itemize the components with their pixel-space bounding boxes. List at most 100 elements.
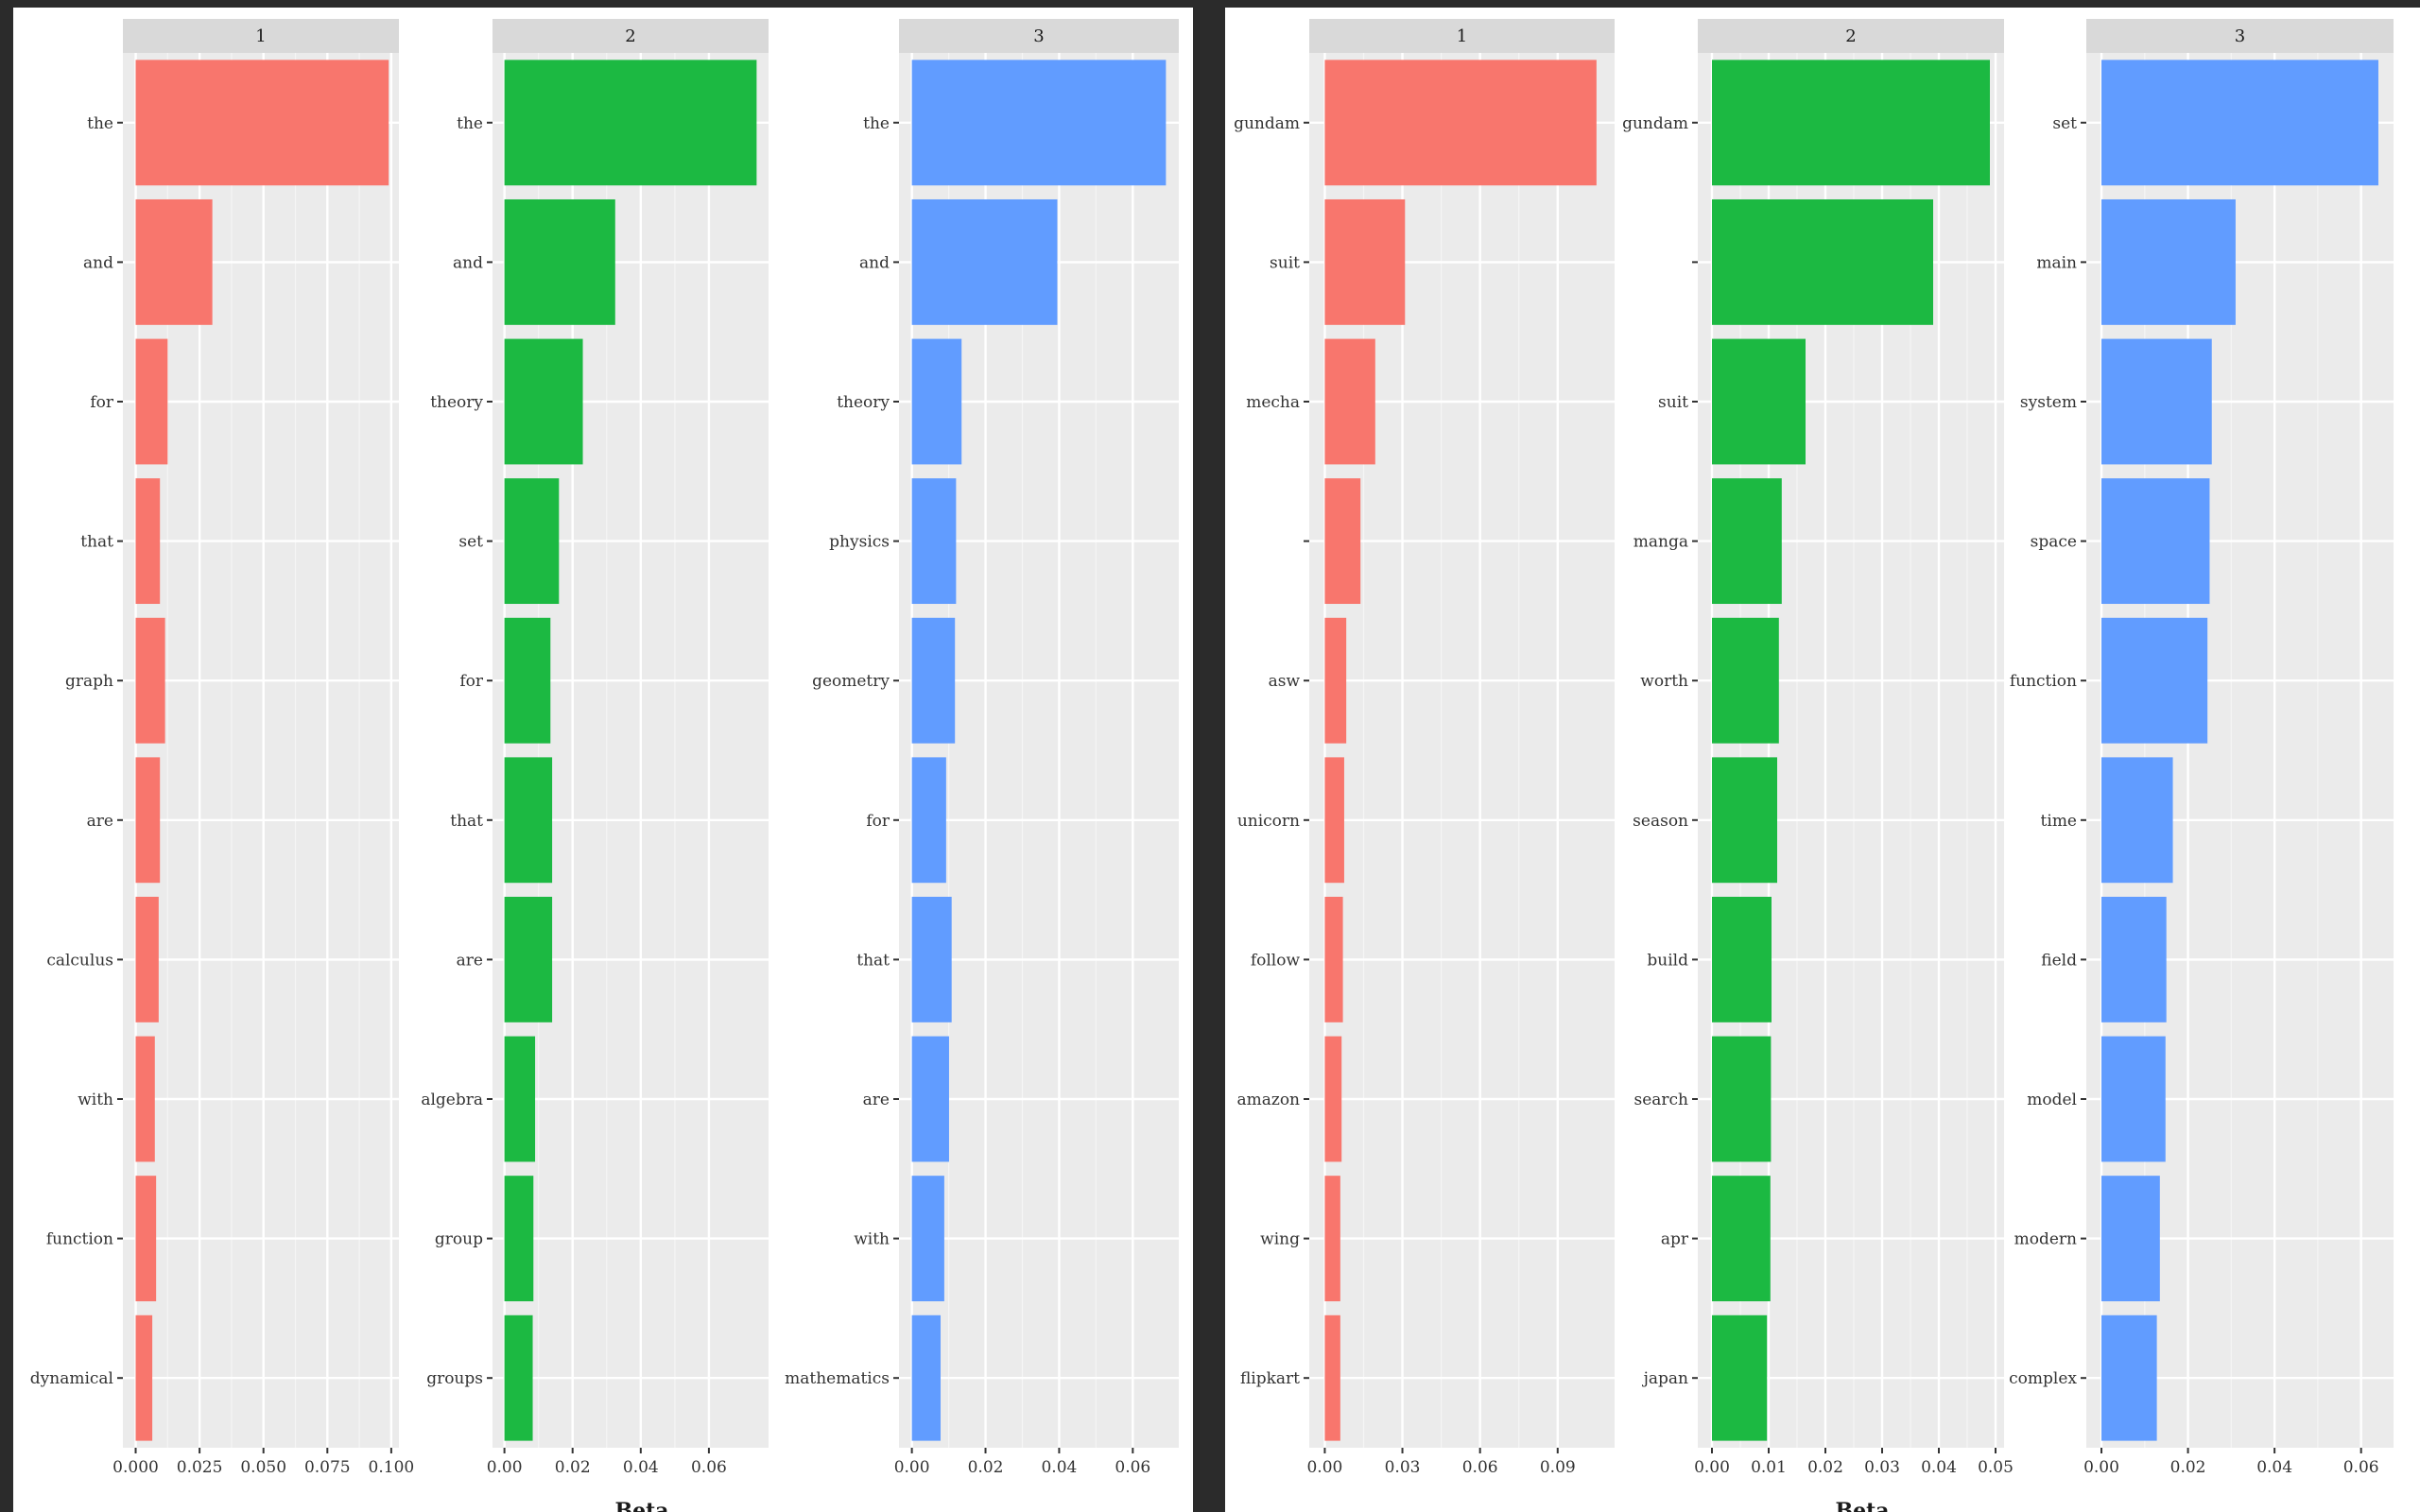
- y-tick-label: search: [1634, 1091, 1688, 1109]
- y-tick-label: geometry: [812, 672, 890, 691]
- bar: [1324, 60, 1597, 186]
- y-tick-label: that: [856, 951, 890, 970]
- x-tick-label: 0.100: [369, 1458, 415, 1477]
- bar: [135, 1036, 155, 1162]
- x-axis-title: Beta: [1835, 1499, 1889, 1512]
- bar: [1324, 478, 1361, 605]
- bar: [504, 338, 583, 465]
- y-tick-label: time: [2041, 812, 2077, 831]
- y-tick-label: the: [87, 114, 113, 133]
- bar: [504, 617, 551, 744]
- y-tick-label: function: [46, 1230, 113, 1249]
- y-tick-label: function: [2010, 672, 2077, 691]
- y-tick-label: complex: [2009, 1369, 2077, 1388]
- bar: [911, 896, 952, 1022]
- y-tick-label: the: [457, 114, 483, 133]
- y-tick-label: theory: [837, 393, 890, 412]
- x-axis-title: Beta: [614, 1499, 668, 1512]
- bar: [135, 896, 159, 1022]
- bar: [135, 338, 168, 465]
- y-tick-label: with: [854, 1230, 890, 1249]
- bar: [504, 757, 553, 884]
- y-tick-label: season: [1633, 812, 1688, 831]
- y-tick-label: are: [863, 1091, 890, 1109]
- bar: [1712, 617, 1779, 744]
- y-tick-label: and: [83, 253, 113, 272]
- facet-strip: [1309, 19, 1615, 53]
- y-tick-label: groups: [426, 1369, 483, 1388]
- facet-strip-label: 2: [625, 26, 635, 46]
- bar: [2101, 896, 2167, 1022]
- bar: [135, 198, 213, 325]
- bar: [2101, 757, 2173, 884]
- x-tick-label: 0.00: [1694, 1458, 1730, 1477]
- x-tick-label: 0.02: [1807, 1458, 1843, 1477]
- bar: [504, 198, 615, 325]
- y-tick-label: build: [1647, 951, 1688, 970]
- y-tick-label: field: [2041, 951, 2077, 970]
- facet-strip-label: 2: [1845, 26, 1856, 46]
- bar: [1712, 60, 1990, 186]
- facet-2-2: 2 gundam suit manga worth season build search ap…: [1622, 19, 2014, 1477]
- bar: [911, 1036, 949, 1162]
- x-tick-label: 0.02: [555, 1458, 591, 1477]
- facet-strip-label: 1: [1457, 26, 1467, 46]
- y-tick-label: physics: [829, 533, 890, 552]
- x-tick-label: 0.02: [968, 1458, 1004, 1477]
- bar: [2101, 198, 2236, 325]
- y-tick-label: are: [457, 951, 483, 970]
- bar: [2101, 60, 2378, 186]
- bar: [2101, 1036, 2166, 1162]
- bar: [911, 757, 946, 884]
- bar: [504, 1036, 536, 1162]
- facet-strip-label: 1: [255, 26, 266, 46]
- bar: [135, 757, 161, 884]
- x-tick-label: 0.04: [2256, 1458, 2292, 1477]
- facet-strip: [2086, 19, 2394, 53]
- bar: [911, 60, 1167, 186]
- bar: [1324, 1036, 1342, 1162]
- y-tick-label: with: [78, 1091, 113, 1109]
- x-tick-label: 0.06: [691, 1458, 727, 1477]
- bar: [135, 1314, 153, 1441]
- y-tick-label: for: [866, 812, 890, 831]
- facet-2-3: 3 set main system space function time field mode…: [2009, 19, 2394, 1477]
- y-tick-label: and: [859, 253, 890, 272]
- x-tick-label: 0.06: [2343, 1458, 2379, 1477]
- bar: [1712, 1036, 1772, 1162]
- facet-strip-label: 3: [1033, 26, 1044, 46]
- bar: [1324, 1176, 1340, 1302]
- bar: [1712, 198, 1933, 325]
- x-tick-label: 0.01: [1751, 1458, 1787, 1477]
- x-tick-label: 0.04: [1921, 1458, 1957, 1477]
- y-tick-label: suit: [1658, 393, 1688, 412]
- y-tick-label: group: [435, 1230, 483, 1249]
- facet-strip: [1698, 19, 2004, 53]
- x-tick-label: 0.025: [177, 1458, 223, 1477]
- facet-strip-label: 3: [2235, 26, 2245, 46]
- x-tick-label: 0.075: [304, 1458, 351, 1477]
- facet-1-2: 2 the and theory set for that are algebra group gr…: [421, 19, 769, 1477]
- y-tick-label: asw: [1269, 672, 1301, 691]
- bar: [2101, 338, 2212, 465]
- facet-1-3: 3 the and theory physics geometry for that are wi…: [785, 19, 1179, 1477]
- y-tick-label: model: [2027, 1091, 2077, 1109]
- bar: [504, 1176, 534, 1302]
- bar: [911, 617, 956, 744]
- y-tick-label: main: [2036, 253, 2077, 272]
- bar: [911, 338, 962, 465]
- facet-strip: [493, 19, 769, 53]
- bar: [1324, 896, 1343, 1022]
- bar: [135, 60, 389, 186]
- y-tick-label: amazon: [1236, 1091, 1300, 1109]
- y-tick-label: suit: [1270, 253, 1300, 272]
- bar: [1712, 478, 1782, 605]
- bar: [135, 617, 165, 744]
- y-tick-label: wing: [1260, 1230, 1300, 1249]
- y-tick-label: gundam: [1234, 114, 1300, 133]
- y-tick-label: for: [90, 393, 114, 412]
- bar: [1712, 338, 1806, 465]
- bar: [1712, 757, 1777, 884]
- x-tick-label: 0.050: [240, 1458, 286, 1477]
